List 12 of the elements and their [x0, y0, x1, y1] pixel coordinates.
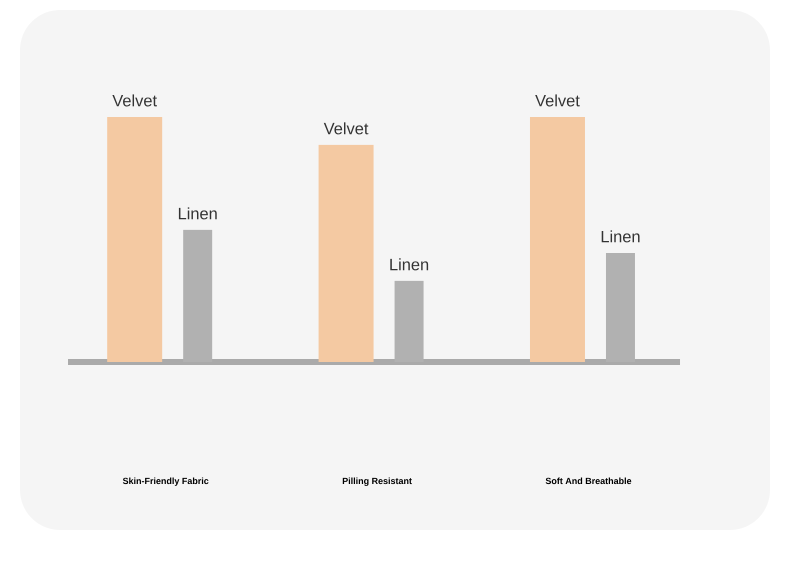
bar	[107, 116, 162, 362]
x-tick-label: Soft And Breathable	[546, 478, 632, 484]
x-tick-label: Pilling Resistant	[342, 478, 412, 486]
series-label: Linen	[390, 258, 428, 270]
x-tick-label: Skin-Friendly Fabric	[122, 478, 209, 486]
text: Linen	[178, 207, 217, 220]
text: Linen	[602, 230, 640, 242]
text: Velvet	[535, 94, 580, 106]
text: Velvet	[324, 122, 368, 134]
series-label: Velvet	[112, 94, 157, 106]
bar	[318, 144, 374, 362]
bar	[530, 116, 585, 362]
